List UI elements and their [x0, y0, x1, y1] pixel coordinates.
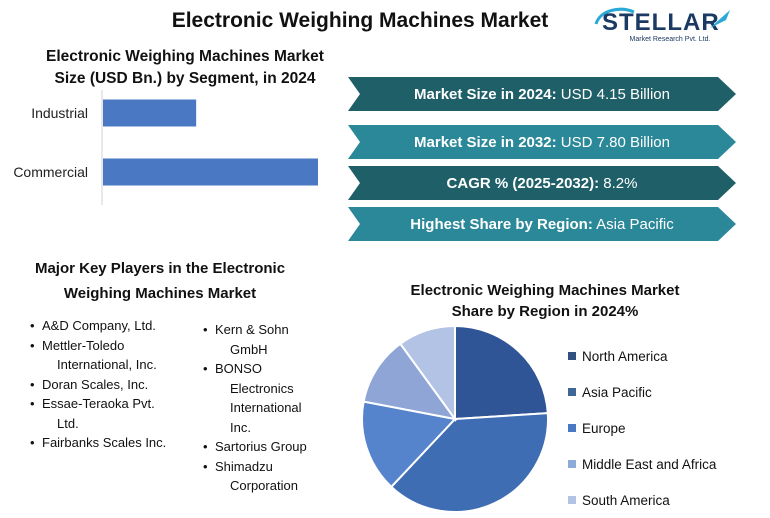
player-name-line: Essae-Teraoka Pvt. [42, 396, 155, 411]
player-name-line: Fairbanks Scales Inc. [42, 435, 167, 450]
banner-value: 8.2% [603, 174, 638, 192]
banner-cagr: CAGR % (2025-2032): 8.2% [348, 166, 736, 200]
key-players-title-line1: Major Key Players in the Electronic [34, 260, 286, 277]
legend-item: Europe [568, 410, 716, 446]
logo-subtitle: Market Research Pvt. Ltd. [629, 36, 711, 43]
legend-swatch [568, 352, 576, 360]
banner-label: CAGR % (2025-2032): [446, 174, 600, 192]
banner-label: Market Size in 2024: [414, 85, 557, 103]
player-name-line: GmbH [230, 341, 268, 357]
legend-swatch [568, 424, 576, 432]
player-name-line: A&D Company, Ltd. [42, 318, 156, 333]
player-name-line: Doran Scales, Inc. [42, 376, 149, 392]
key-players-title: Major Key Players in the Electronic Weig… [20, 256, 300, 306]
legend-label: Middle East and Africa [582, 456, 717, 472]
player-name-line: Corporation [230, 478, 298, 493]
key-player-item: Doran Scales, Inc. [30, 375, 200, 395]
stellar-logo: STELLAR [590, 2, 740, 52]
key-players-title-line2: Weighing Machines Market [63, 285, 257, 302]
legend-swatch [568, 460, 576, 468]
legend-swatch [568, 388, 576, 396]
key-player-item: Essae-Teraoka Pvt. Ltd. [30, 394, 200, 433]
pie-slice-north-america [454, 324, 549, 421]
pie-chart-title: Electronic Weighing Machines Market Shar… [395, 280, 695, 322]
legend-label: South America [582, 492, 670, 508]
banner-label: Highest Share by Region: [410, 215, 593, 233]
banner-value: USD 4.15 Billion [560, 85, 670, 103]
player-name-line: International, Inc. [57, 357, 157, 372]
pie-chart-title-line2: Share by Region in 2024% [451, 303, 639, 320]
banner-label: Market Size in 2032: [414, 133, 557, 151]
banner-shape [348, 207, 736, 241]
player-name-line: Kern & Sohn [215, 322, 289, 337]
key-players-column-2: Kern & Sohn GmbH BONSO Electronics Internati… [203, 320, 333, 496]
pie-slice-asia-pacific [389, 412, 549, 513]
key-player-item: Mettler-Toledo International, Inc. [30, 336, 200, 375]
banner-shape [348, 125, 736, 159]
bar-chart-title-line2: Size (USD Bn.) by Segment, in 2024 [54, 70, 316, 87]
player-name-line: Sartorius Group [215, 439, 307, 454]
player-name-line: Ltd. [57, 415, 79, 431]
banner-highest-share: Highest Share by Region: Asia Pacific [348, 207, 736, 241]
pie-slice-south-america [398, 324, 456, 423]
logo-text: STELLAR [602, 9, 720, 36]
region-pie-chart [361, 324, 549, 513]
bar-category-label: Commercial [13, 164, 88, 180]
key-player-item: Fairbanks Scales Inc. [30, 433, 200, 453]
legend-swatch [568, 496, 576, 504]
legend-item: North America [568, 338, 716, 374]
key-player-item: Sartorius Group [203, 437, 333, 457]
pie-chart-title-line1: Electronic Weighing Machines Market [410, 282, 680, 299]
banner-shape [348, 77, 736, 111]
bar-chart-title-line1: Electronic Weighing Machines Market [46, 48, 324, 65]
bar-commercial [103, 158, 318, 186]
legend-label: Europe [582, 420, 626, 436]
player-name-line: Mettler-Toledo [42, 337, 125, 353]
key-player-item: A&D Company, Ltd. [30, 316, 200, 336]
banner-market-size-2032: Market Size in 2032: USD 7.80 Billion [348, 125, 736, 159]
bar-industrial [103, 99, 197, 127]
key-player-item: BONSO Electronics International Inc. [203, 359, 333, 437]
banner-value: Asia Pacific [596, 215, 674, 233]
key-player-item: Kern & Sohn GmbH [203, 320, 333, 359]
banner-value: USD 7.80 Billion [560, 133, 670, 151]
banner-market-size-2024: Market Size in 2024: USD 4.15 Billion [348, 77, 736, 111]
pie-slice-middle-east-and-africa [362, 342, 458, 421]
player-name-line: Inc. [230, 419, 251, 435]
key-players-column-1: A&D Company, Ltd. Mettler-Toledo Internati… [30, 316, 200, 453]
page-title: Electronic Weighing Machines Market [171, 9, 549, 32]
legend-item: South America [568, 482, 716, 518]
player-name-line: Electronics [230, 380, 294, 396]
banner-shape [348, 166, 736, 200]
legend-item: Asia Pacific [568, 374, 716, 410]
segment-bar-chart: Industrial Commercial [13, 90, 318, 205]
player-name-line: Shimadzu [215, 458, 273, 474]
legend-item: Middle East and Africa [568, 446, 716, 482]
bar-category-label: Industrial [31, 105, 88, 121]
player-name-line: BONSO [215, 361, 262, 376]
legend-label: Asia Pacific [582, 384, 652, 400]
pie-legend: North America Asia Pacific Europe Middle Ea… [568, 338, 716, 518]
key-player-item: Shimadzu Corporation [203, 457, 333, 496]
legend-label: North America [582, 348, 668, 364]
pie-slice-europe [361, 400, 457, 489]
bar-chart-title: Electronic Weighing Machines Market Size… [20, 46, 350, 90]
player-name-line: International [230, 400, 302, 415]
